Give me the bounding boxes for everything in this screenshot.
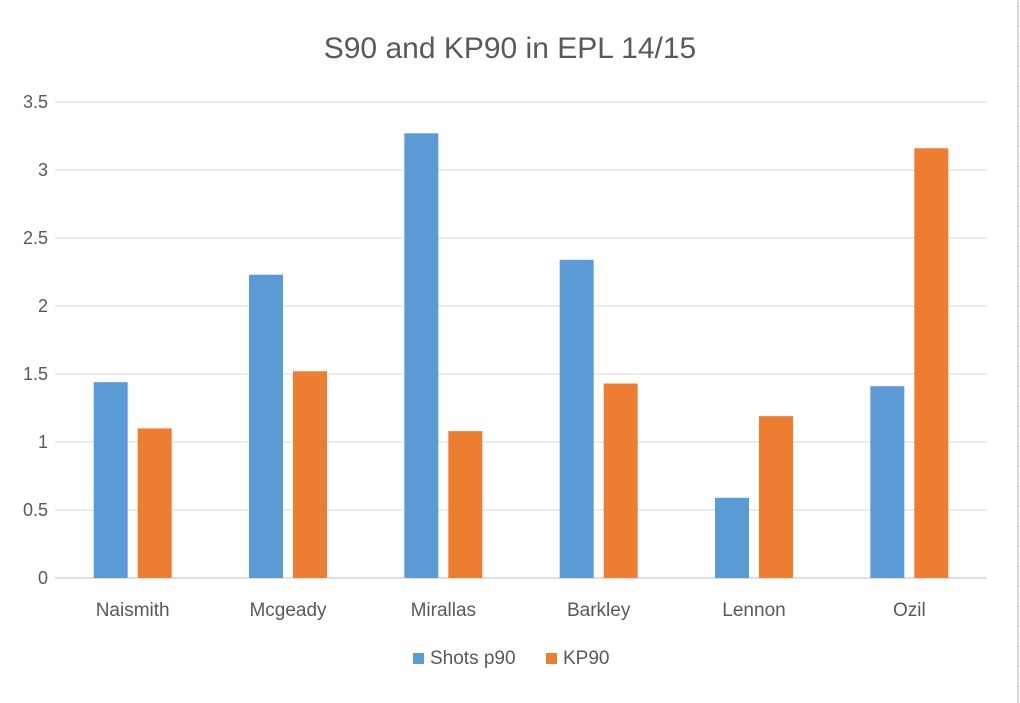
x-tick-label: Naismith [96, 600, 170, 621]
bar-kp90-mcgeady [293, 371, 327, 578]
bars [93, 133, 949, 579]
bar-shots-p90-mcgeady [249, 274, 283, 578]
y-tick-label: 1.5 [23, 364, 48, 384]
x-tick-label: Mcgeady [249, 600, 327, 621]
y-axis-ticks: 0 0.5 1 1.5 2 2.5 3 3.5 [23, 92, 48, 588]
chart-title: S90 and KP90 in EPL 14/15 [324, 32, 697, 65]
bar-kp90-lennon [759, 416, 793, 578]
bar-kp90-barkley [603, 383, 638, 578]
x-tick-label: Ozil [893, 600, 926, 621]
x-tick-label: Barkley [567, 600, 631, 621]
x-axis-ticks: Naismith Mcgeady Mirallas Barkley Lennon Ozil [96, 600, 926, 621]
bar-shots-p90-ozil [870, 386, 905, 578]
gridlines [55, 101, 987, 579]
legend-swatch [546, 653, 557, 664]
legend-label: Shots p90 [430, 648, 516, 669]
bar-kp90-naismith [137, 428, 172, 578]
y-tick-label: 0.5 [23, 500, 48, 520]
y-tick-label: 2.5 [23, 228, 48, 248]
y-tick-label: 1 [38, 432, 48, 452]
x-tick-label: Mirallas [411, 600, 476, 621]
legend: Shots p90 KP90 [413, 648, 609, 669]
x-tick-label: Lennon [722, 600, 785, 621]
y-tick-label: 2 [38, 296, 48, 316]
bar-shots-p90-naismith [93, 382, 128, 578]
y-tick-label: 0 [38, 568, 48, 588]
bar-shots-p90-barkley [559, 259, 594, 578]
bar-kp90-mirallas [448, 431, 483, 578]
bar-shots-p90-mirallas [404, 133, 439, 578]
y-tick-label: 3 [38, 160, 48, 180]
bar-kp90-ozil [914, 148, 949, 579]
bar-shots-p90-lennon [715, 497, 749, 578]
legend-label: KP90 [563, 648, 609, 669]
y-tick-label: 3.5 [23, 92, 48, 112]
legend-swatch [413, 653, 424, 664]
